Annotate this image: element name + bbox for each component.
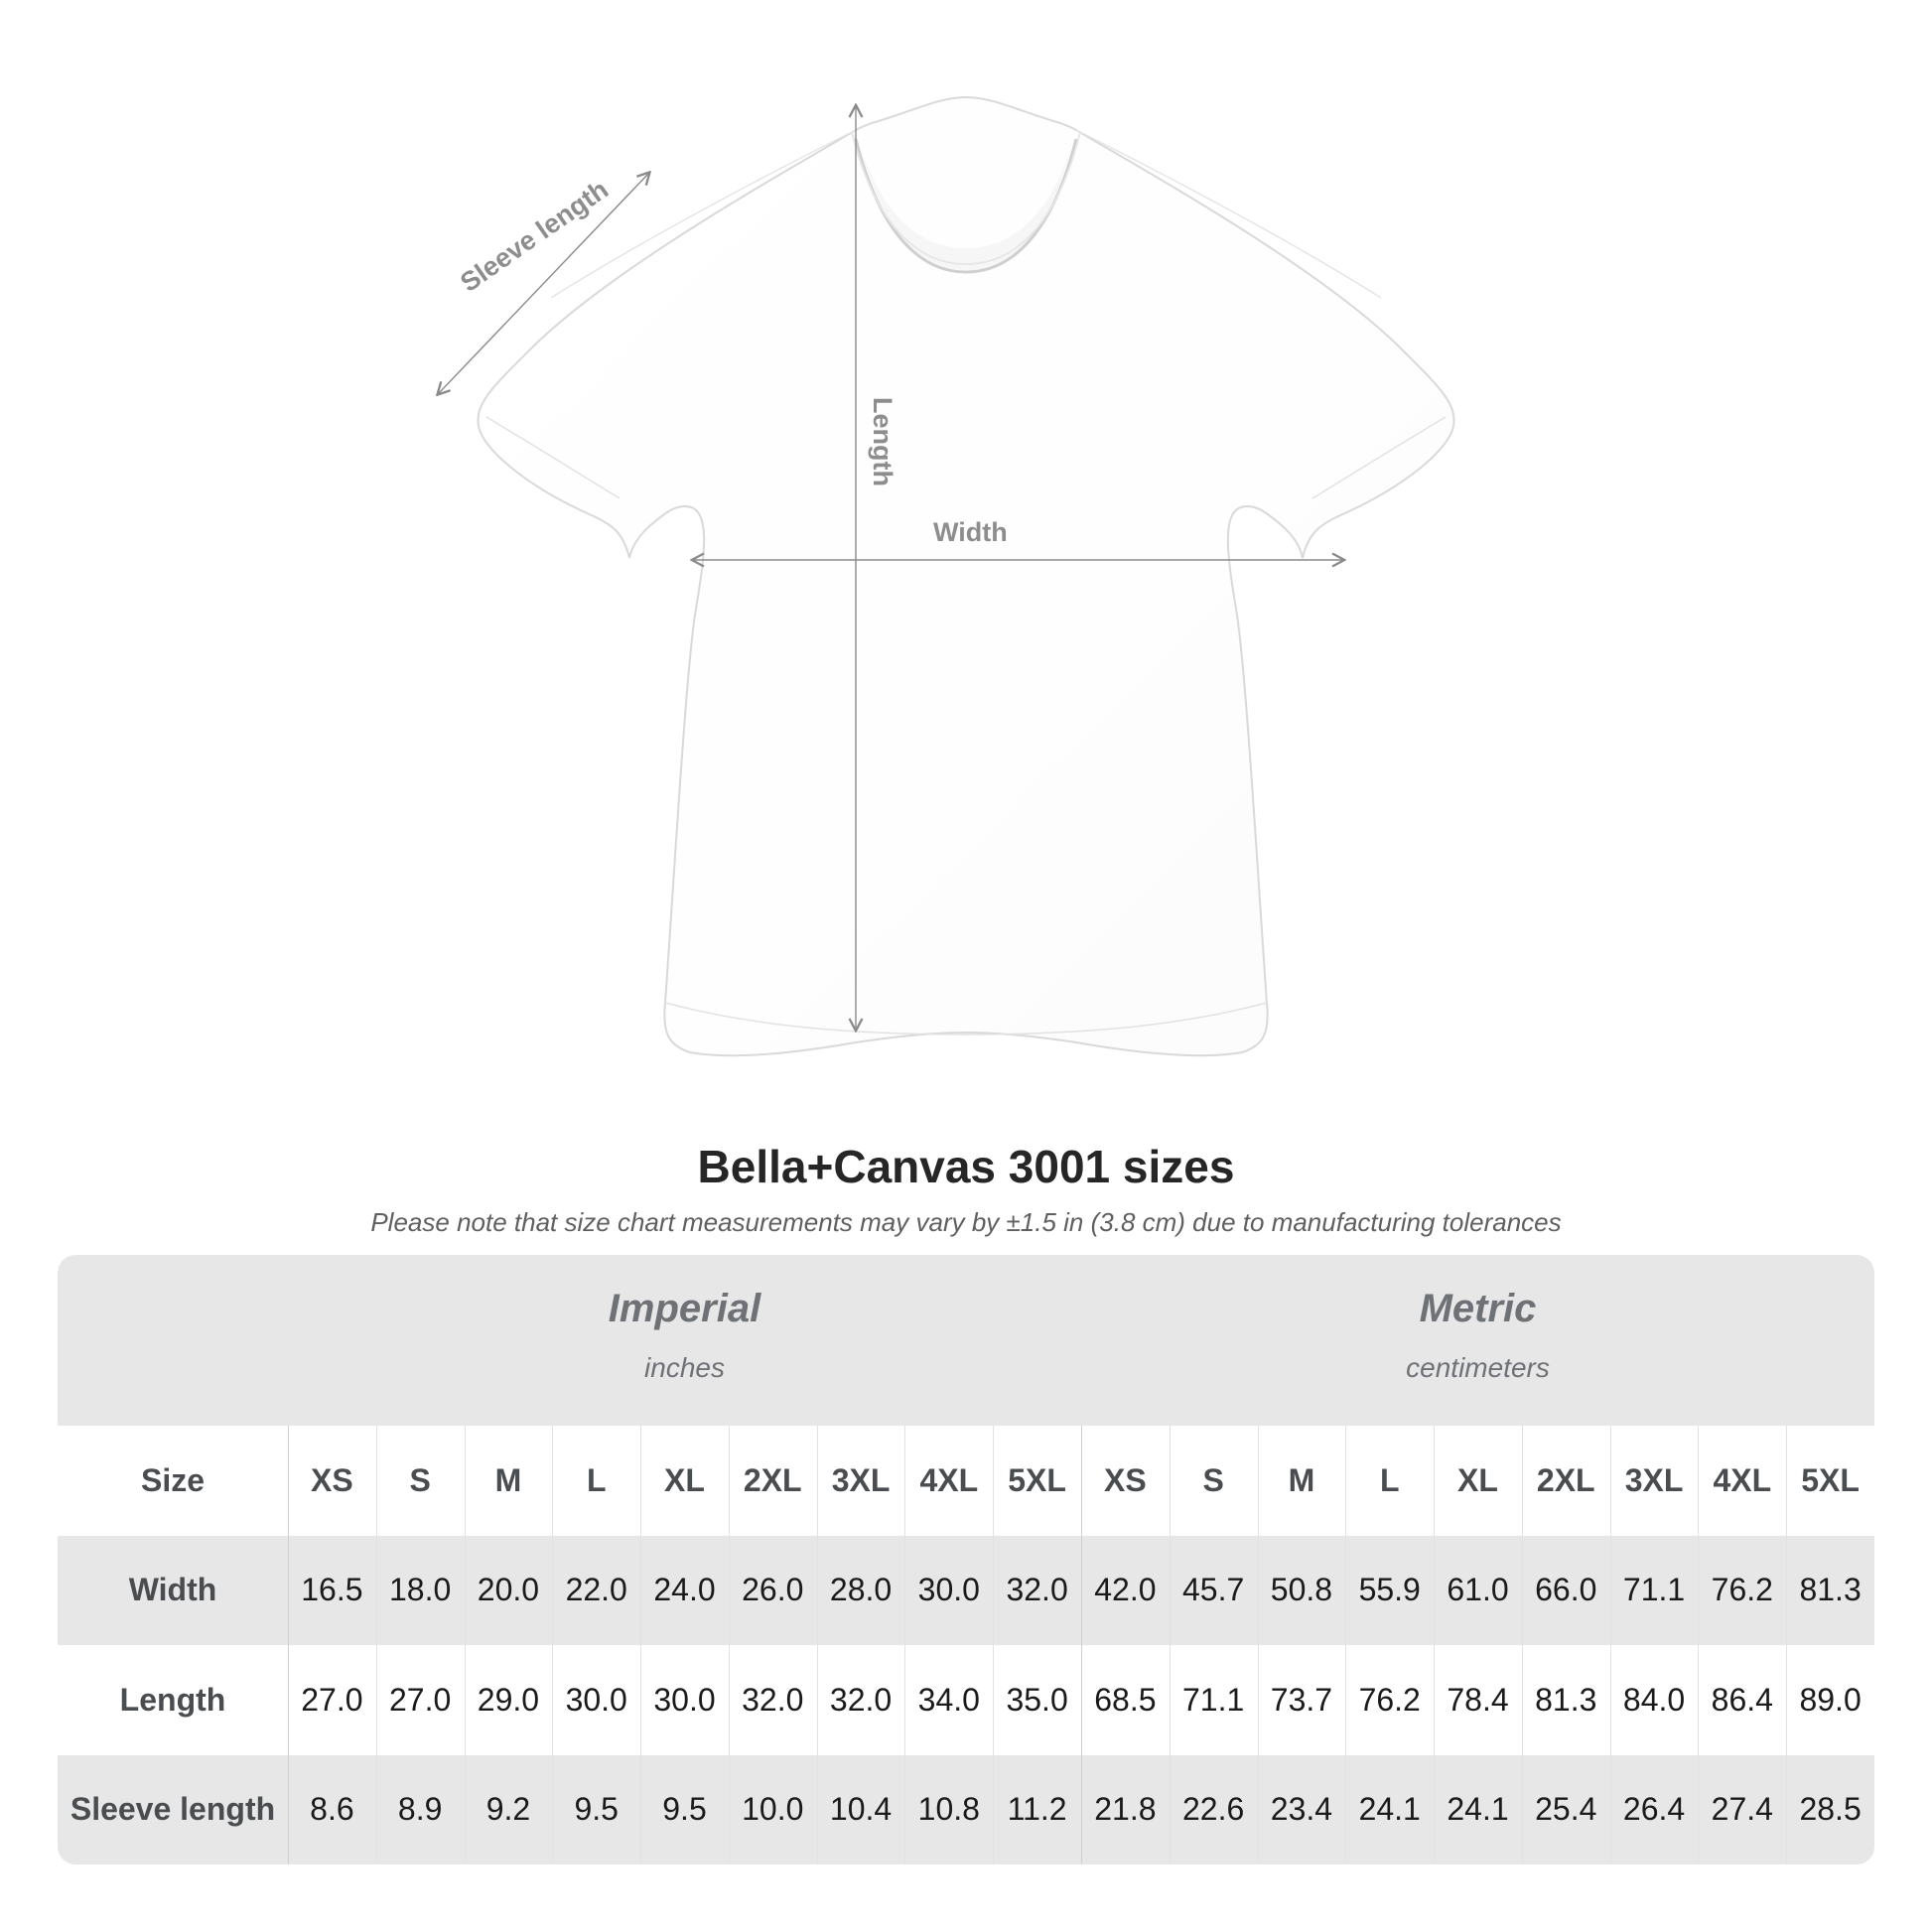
svg-text:Length: Length: [868, 397, 897, 486]
svg-text:Width: Width: [933, 517, 1008, 547]
